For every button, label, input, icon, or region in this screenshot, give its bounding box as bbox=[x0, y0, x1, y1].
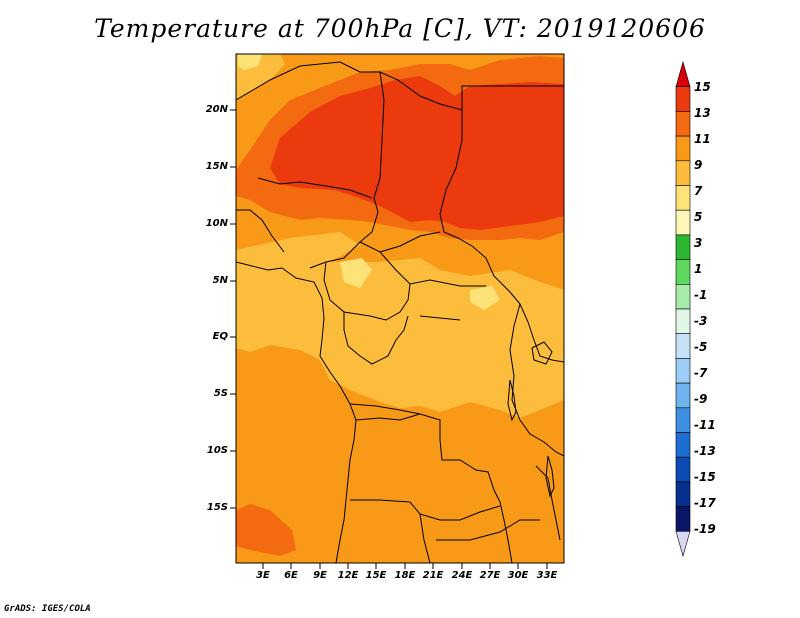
lon-label: 33E bbox=[536, 570, 558, 581]
lon-label: 3E bbox=[256, 570, 270, 581]
colorbar-label: 15 bbox=[694, 80, 711, 94]
colorbar-segment bbox=[675, 60, 691, 87]
colorbar-segment bbox=[675, 481, 691, 507]
field-13-15 bbox=[270, 76, 564, 230]
borders bbox=[236, 61, 564, 563]
lake-outline bbox=[507, 379, 517, 422]
field-11-13 bbox=[236, 504, 296, 556]
border-line bbox=[436, 519, 540, 541]
colorbar-label: -11 bbox=[694, 418, 716, 432]
colorbar-label: -7 bbox=[694, 366, 708, 380]
border-line bbox=[323, 261, 411, 321]
chart-title: Temperature at 700hPa [C], VT: 201912060… bbox=[94, 14, 706, 43]
border-line bbox=[419, 513, 431, 563]
colorbar-segment bbox=[675, 234, 691, 260]
border-line bbox=[257, 177, 373, 199]
lon-label: 24E bbox=[451, 570, 473, 581]
lat-label: 5S bbox=[213, 388, 228, 399]
border-line bbox=[535, 465, 561, 541]
border-line bbox=[343, 312, 409, 365]
colorbar-label: 5 bbox=[694, 210, 703, 224]
lon-label: 18E bbox=[394, 570, 416, 581]
colorbar-label: 7 bbox=[694, 184, 703, 198]
colorbar-label: -15 bbox=[694, 470, 716, 484]
field-5-7 bbox=[340, 258, 372, 288]
colorbar-segment bbox=[675, 135, 691, 162]
lon-label: 27E bbox=[479, 570, 501, 581]
border-line bbox=[519, 303, 564, 363]
colorbar-segment bbox=[675, 382, 691, 409]
field-5-7 bbox=[238, 54, 262, 70]
colorbar-label: 11 bbox=[694, 132, 711, 146]
colorbar-label: 13 bbox=[694, 106, 711, 120]
lat-label: 15S bbox=[206, 502, 228, 513]
colorbar-segment bbox=[675, 456, 691, 483]
border-line bbox=[439, 110, 521, 305]
colorbar-segment bbox=[675, 432, 691, 458]
axis-ticks bbox=[230, 109, 548, 569]
lon-label: 21E bbox=[422, 570, 444, 581]
field-5-7 bbox=[470, 286, 500, 310]
map-frame bbox=[235, 53, 565, 564]
lat-label: 15N bbox=[205, 161, 228, 172]
colorbar-label: 3 bbox=[694, 236, 703, 250]
colorbar-label: -13 bbox=[694, 444, 716, 458]
colorbar-segment bbox=[675, 283, 691, 310]
colorbar-segment bbox=[675, 358, 691, 384]
lat-label: EQ bbox=[212, 331, 228, 342]
colorbar-label: -1 bbox=[694, 288, 708, 302]
lake-outline bbox=[531, 341, 553, 365]
lon-label: 9E bbox=[313, 570, 327, 581]
border-line bbox=[350, 499, 501, 521]
border-line bbox=[379, 251, 486, 287]
lat-label: 10N bbox=[205, 218, 228, 229]
colorbar-label: -5 bbox=[694, 340, 708, 354]
colorbar-segment bbox=[675, 333, 691, 359]
border-line bbox=[349, 403, 501, 503]
lon-label: 12E bbox=[337, 570, 359, 581]
border-line bbox=[236, 61, 564, 111]
colorbar-segment bbox=[675, 111, 691, 137]
colorbar-segment bbox=[675, 185, 691, 211]
border-line bbox=[236, 261, 357, 563]
colorbar-label: 1 bbox=[694, 262, 703, 276]
lon-label: 6E bbox=[284, 570, 298, 581]
credit-text: GrADS: IGES/COLA bbox=[4, 604, 91, 614]
colorbar-segment bbox=[675, 160, 691, 186]
colorbar-label: -17 bbox=[694, 496, 716, 510]
lat-label: 5N bbox=[212, 275, 228, 286]
colorbar-segment bbox=[675, 506, 691, 532]
border-line bbox=[236, 209, 285, 253]
field-7-9 bbox=[236, 232, 564, 418]
lat-label: 10S bbox=[206, 445, 228, 456]
colorbar-label: -9 bbox=[694, 392, 708, 406]
colorbar-segment bbox=[675, 259, 691, 285]
colorbar-segment bbox=[675, 530, 691, 558]
lake-outline bbox=[419, 315, 461, 321]
lake-outline bbox=[545, 455, 555, 498]
border-line bbox=[499, 501, 513, 563]
colorbar bbox=[675, 60, 691, 558]
border-line bbox=[359, 231, 441, 253]
colorbar-segment bbox=[675, 86, 691, 112]
colorbar-label: -19 bbox=[694, 522, 716, 536]
colorbar-label: -3 bbox=[694, 314, 708, 328]
colorbar-segment bbox=[675, 209, 691, 236]
colorbar-segment bbox=[675, 407, 691, 433]
lon-label: 30E bbox=[507, 570, 529, 581]
border-line bbox=[355, 413, 421, 421]
colorbar-segment bbox=[675, 308, 691, 335]
temperature-field bbox=[236, 54, 564, 563]
border-line bbox=[373, 71, 385, 199]
lat-label: 20N bbox=[205, 104, 228, 115]
lon-label: 15E bbox=[365, 570, 387, 581]
colorbar-label: 9 bbox=[694, 158, 703, 172]
